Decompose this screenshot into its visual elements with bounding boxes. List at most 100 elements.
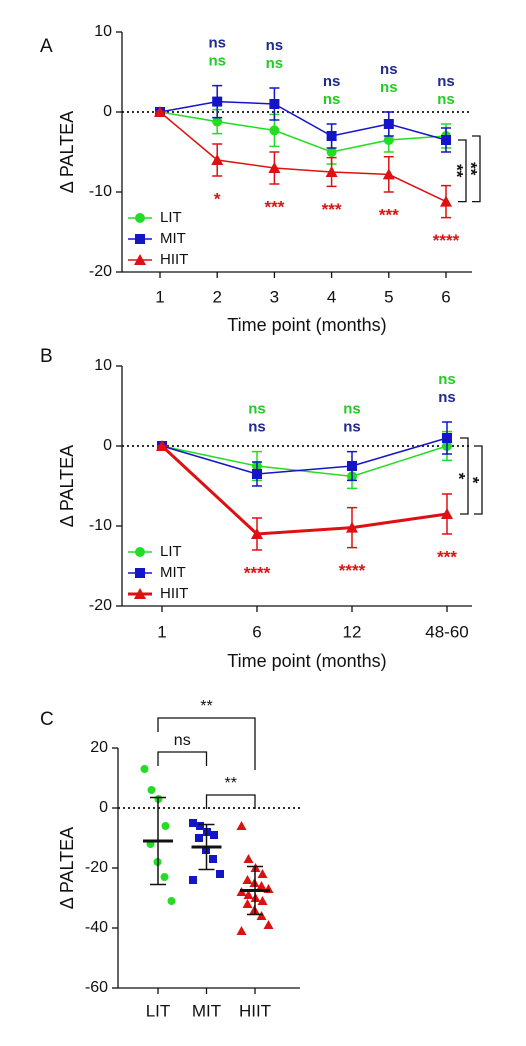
legend-label: LIT bbox=[160, 543, 182, 560]
marker bbox=[242, 875, 253, 884]
marker bbox=[252, 469, 262, 479]
marker bbox=[140, 765, 149, 773]
significance-label: ns bbox=[208, 53, 226, 70]
bracket-label: ** bbox=[462, 162, 481, 176]
significance-label: ns bbox=[248, 419, 266, 436]
series-line bbox=[159, 100, 447, 141]
x-tick-label: 6 bbox=[441, 287, 450, 306]
y-tick-label: 0 bbox=[103, 437, 112, 454]
y-tick-label: -20 bbox=[85, 859, 108, 876]
marker bbox=[236, 821, 247, 830]
bracket bbox=[458, 139, 467, 203]
series-line bbox=[159, 111, 447, 153]
marker bbox=[326, 147, 337, 157]
y-tick-label: 10 bbox=[94, 357, 112, 374]
significance-label: ns bbox=[266, 37, 284, 54]
marker bbox=[242, 899, 253, 908]
x-axis-title: Time point (months) bbox=[227, 651, 386, 671]
panel-label: B bbox=[40, 346, 53, 367]
bracket-label: * bbox=[450, 473, 469, 480]
marker bbox=[167, 897, 176, 905]
marker bbox=[216, 870, 224, 878]
marker bbox=[263, 920, 274, 929]
marker bbox=[135, 547, 145, 557]
significance-label: ns bbox=[380, 79, 398, 96]
marker bbox=[189, 819, 197, 827]
marker bbox=[154, 106, 166, 117]
x-tick-label: 4 bbox=[327, 287, 336, 306]
significance-label: ns bbox=[437, 91, 455, 108]
marker bbox=[135, 213, 145, 223]
marker bbox=[156, 440, 168, 451]
significance-label: ns bbox=[266, 55, 284, 72]
bracket-label: * bbox=[464, 477, 483, 484]
marker bbox=[243, 890, 254, 899]
marker bbox=[134, 588, 146, 599]
x-tick-label: HIIT bbox=[239, 1001, 271, 1020]
marker bbox=[383, 135, 394, 145]
marker bbox=[326, 131, 337, 141]
significance-label: ns bbox=[343, 401, 361, 418]
series-line bbox=[159, 111, 447, 203]
marker bbox=[189, 876, 197, 884]
marker bbox=[251, 528, 263, 539]
x-tick-label: 2 bbox=[212, 287, 221, 306]
x-tick-label: 5 bbox=[384, 287, 393, 306]
marker bbox=[210, 831, 218, 839]
y-axis-title: Δ PALTEA bbox=[57, 445, 77, 527]
marker bbox=[440, 195, 452, 207]
significance-label: ns bbox=[380, 61, 398, 78]
x-tick-label: 48-60 bbox=[425, 622, 468, 641]
x-tick-label: 6 bbox=[252, 622, 261, 641]
bracket bbox=[474, 445, 483, 515]
marker bbox=[134, 254, 146, 265]
bracket bbox=[460, 437, 469, 515]
marker bbox=[160, 873, 169, 881]
marker bbox=[257, 869, 268, 878]
marker bbox=[209, 855, 217, 863]
comparison-bracket bbox=[157, 751, 208, 766]
comparison-label: ** bbox=[225, 775, 237, 792]
marker bbox=[212, 116, 223, 127]
significance-label: *** bbox=[264, 197, 284, 216]
series-line bbox=[160, 444, 448, 536]
marker bbox=[257, 896, 268, 905]
y-axis-title: Δ PALTEA bbox=[57, 827, 77, 909]
comparison-label: ns bbox=[174, 732, 191, 749]
y-tick-label: 0 bbox=[99, 799, 108, 816]
marker bbox=[382, 168, 395, 180]
y-axis-title: Δ PALTEA bbox=[57, 111, 77, 193]
marker bbox=[268, 162, 281, 173]
marker bbox=[211, 154, 224, 165]
y-tick-label: -20 bbox=[89, 263, 112, 280]
marker bbox=[135, 568, 145, 578]
marker bbox=[383, 119, 394, 129]
marker bbox=[135, 234, 145, 244]
marker bbox=[442, 433, 452, 443]
significance-label: ns bbox=[437, 73, 455, 90]
x-tick-label: 3 bbox=[270, 287, 279, 306]
x-tick-label: 12 bbox=[343, 622, 362, 641]
marker bbox=[236, 926, 247, 935]
y-tick-label: -60 bbox=[85, 979, 108, 996]
significance-label: *** bbox=[437, 547, 457, 566]
y-tick-label: 0 bbox=[103, 103, 112, 120]
legend-label: HIIT bbox=[160, 585, 188, 602]
y-tick-label: -20 bbox=[89, 597, 112, 614]
x-tick-label: MIT bbox=[192, 1001, 221, 1020]
significance-label: ns bbox=[343, 419, 361, 436]
significance-label: ns bbox=[438, 371, 456, 388]
y-tick-label: -40 bbox=[85, 919, 108, 936]
bracket bbox=[472, 135, 481, 203]
marker bbox=[212, 96, 223, 107]
significance-label: ns bbox=[248, 401, 266, 418]
marker bbox=[256, 911, 267, 920]
legend-label: HIIT bbox=[160, 251, 188, 268]
comparison-label: ** bbox=[200, 698, 212, 715]
bracket-label: ** bbox=[448, 164, 467, 178]
marker bbox=[269, 125, 280, 136]
y-tick-label: -10 bbox=[89, 517, 112, 534]
y-tick-label: 20 bbox=[90, 739, 108, 756]
legend-label: MIT bbox=[160, 230, 186, 247]
